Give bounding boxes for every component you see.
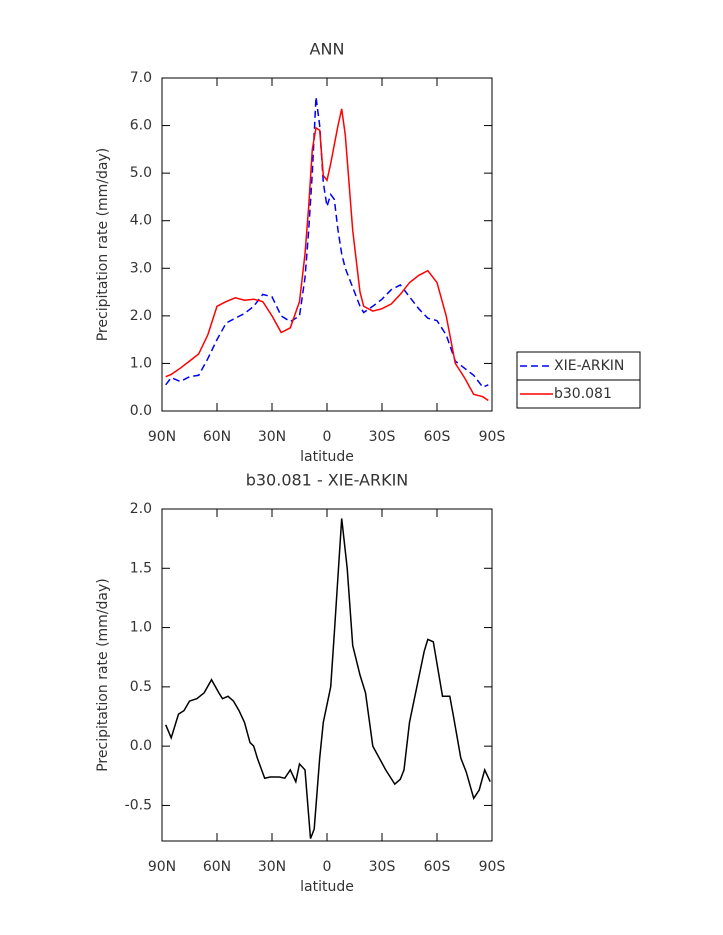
y-tick-label: 3.0 [130,260,152,276]
chart-title: b30.081 - XIE-ARKIN [246,471,409,490]
x-tick-label: 90N [148,429,176,445]
x-tick-label: 90S [479,429,506,445]
data-line [165,518,491,839]
plot-frame [161,508,493,842]
x-tick-label: 30S [369,429,396,445]
x-axis-label: latitude [300,879,354,895]
y-tick-label: 2.0 [130,501,152,517]
y-tick-label: 4.0 [130,213,152,229]
x-tick-label: 30N [258,429,286,445]
y-axis-label: Precipitation rate (mm/day) [95,578,111,772]
x-tick-label: 60N [203,859,231,875]
x-tick-label: 60N [203,429,231,445]
y-tick-label: 1.0 [130,355,152,371]
y-tick-label: -0.5 [125,797,152,813]
y-tick-label: 7.0 [130,70,152,86]
x-tick-label: 90S [479,859,506,875]
x-tick-label: 30N [258,859,286,875]
y-tick-label: 0.0 [130,738,152,754]
y-axis-label: Precipitation rate (mm/day) [95,148,111,342]
chart-title: ANN [310,40,345,59]
y-tick-label: 5.0 [130,165,152,181]
x-axis-label: latitude [300,449,354,465]
x-tick-label: 0 [323,429,332,445]
plot-frame [161,77,493,412]
x-tick-label: 0 [323,859,332,875]
x-tick-label: 30S [369,859,396,875]
data-line [165,96,489,389]
x-tick-label: 90N [148,859,176,875]
y-tick-label: 6.0 [130,118,152,134]
data-line [165,108,489,402]
legend-label: XIE-ARKIN [554,358,624,374]
y-tick-label: 0.0 [130,403,152,419]
x-tick-label: 60S [424,429,451,445]
y-tick-label: 1.0 [130,620,152,636]
x-tick-label: 60S [424,859,451,875]
y-tick-label: 1.5 [130,560,152,576]
y-tick-label: 0.5 [130,679,152,695]
legend-label: b30.081 [554,386,612,402]
y-tick-label: 2.0 [130,308,152,324]
